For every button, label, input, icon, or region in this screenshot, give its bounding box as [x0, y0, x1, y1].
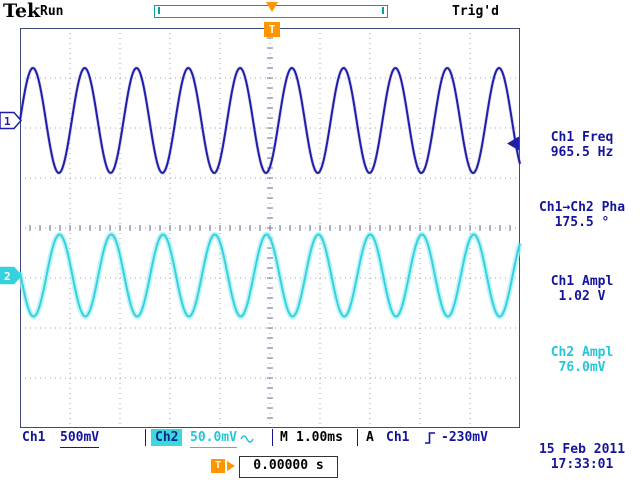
- measurement-ch2-ampl: Ch2 Ampl 76.0mV: [524, 345, 640, 375]
- measurement-label: Ch1 Ampl: [550, 274, 614, 289]
- ac-coupling-icon: [240, 435, 254, 443]
- record-view-left-tick: [158, 7, 160, 14]
- right-arrow-icon: [227, 461, 235, 471]
- ch1-scale: 500mV: [60, 430, 100, 448]
- graticule-waveform-display: 12: [0, 28, 523, 428]
- acquisition-state: Run: [40, 4, 64, 19]
- trigger-position-arrow-icon: [266, 2, 278, 12]
- trigger-level: -230mV: [441, 430, 488, 445]
- measurement-value: 965.5 Hz: [550, 145, 614, 160]
- ch2-trace: [19, 233, 521, 318]
- trigger-level-marker: [507, 136, 519, 151]
- rising-edge-icon: [425, 432, 435, 444]
- timebase-label: M: [280, 430, 288, 445]
- ch2-ground-marker: [0, 266, 22, 285]
- measurement-value: 1.02 V: [558, 289, 606, 304]
- ch2-trace-halo: [17, 231, 523, 320]
- trigger-status: Trig'd: [452, 4, 499, 19]
- ch1-marker-number: 1: [4, 115, 11, 128]
- ch2-marker-number: 2: [4, 270, 11, 283]
- horizontal-trigger-marker: T: [211, 459, 225, 473]
- statusbar-divider: [272, 429, 273, 446]
- ch1-label: Ch1: [22, 430, 46, 445]
- measurement-label: Ch2 Ampl: [550, 345, 614, 360]
- trigger-source: Ch1: [386, 430, 410, 445]
- date-readout: 15 Feb 2011: [538, 442, 626, 457]
- ch2-label: Ch2: [151, 429, 183, 446]
- measurement-ch1-ch2-phase: Ch1→Ch2 Pha 175.5 °: [524, 200, 640, 230]
- statusbar-divider: [145, 429, 146, 446]
- measurement-value: 76.0mV: [558, 360, 606, 375]
- ch1-ground-marker: [0, 111, 22, 130]
- time-readout: 17:33:01: [550, 457, 614, 472]
- timebase-value: 1.00ms: [296, 430, 343, 445]
- measurement-ch1-freq: Ch1 Freq 965.5 Hz: [524, 130, 640, 160]
- delay-readout: 0.00000 s: [239, 456, 338, 478]
- record-view-right-tick: [382, 7, 384, 14]
- ch1-trace: [19, 66, 521, 175]
- measurement-label: Ch1→Ch2 Pha: [538, 200, 626, 215]
- ch2-scale: 50.0mV: [190, 430, 237, 448]
- tek-logo: Tek: [3, 0, 41, 22]
- statusbar-divider: [357, 429, 358, 446]
- measurement-value: 175.5 °: [554, 215, 610, 230]
- trigger-mode: A: [366, 430, 374, 445]
- measurement-label: Ch1 Freq: [550, 130, 614, 145]
- measurement-ch1-ampl: Ch1 Ampl 1.02 V: [524, 274, 640, 304]
- trigger-position-marker: T: [264, 22, 280, 37]
